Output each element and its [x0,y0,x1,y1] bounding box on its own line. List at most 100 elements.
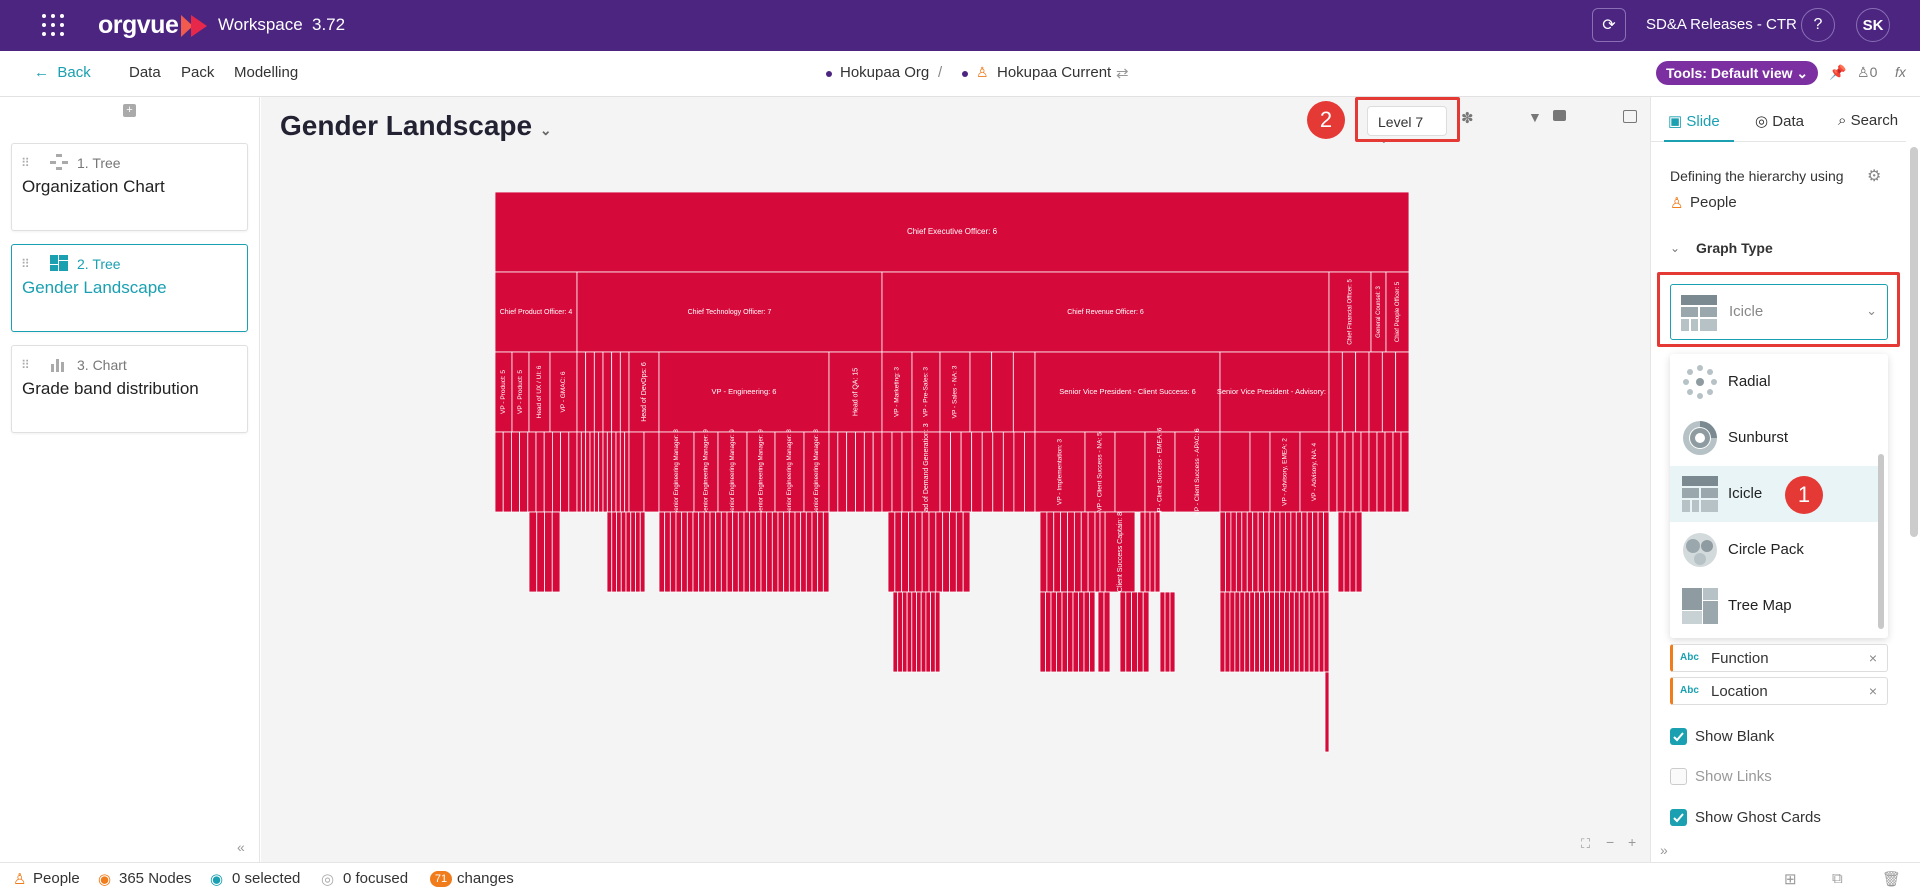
icicle-leaf[interactable] [528,511,538,593]
dropdown-scrollbar[interactable] [1878,454,1884,629]
icicle-leaf[interactable] [1002,431,1015,513]
icicle-leaf[interactable] [1274,511,1281,593]
nav-pack[interactable]: Pack [181,64,215,81]
icicle-leaf[interactable] [1013,431,1025,513]
chip-location[interactable]: Abc Location × [1670,677,1888,705]
formula-icon[interactable]: fx [1895,64,1906,80]
icicle-leaf[interactable] [1288,591,1295,673]
icicle-leaf[interactable] [1239,591,1246,673]
icicle-leaf[interactable] [720,511,728,593]
icicle-leaf[interactable] [585,351,595,433]
icicle-leaf[interactable] [1349,511,1357,593]
icicle-level3[interactable] [939,351,971,433]
drag-handle-icon[interactable]: ⠿ [21,358,30,372]
icicle-leaf[interactable] [619,351,630,433]
icicle-leaf[interactable] [1318,591,1325,673]
icicle-leaf[interactable] [1343,511,1351,593]
page-title[interactable]: Gender Landscape ⌄ [280,110,552,142]
icicle-leaf[interactable] [1142,591,1150,673]
icicle-leaf[interactable] [1072,591,1079,673]
icicle-leaf[interactable] [1308,591,1315,673]
icicle-leaf[interactable] [1137,591,1144,673]
icicle-leaf[interactable] [606,431,613,513]
icicle-leaf[interactable] [1301,511,1308,593]
close-icon[interactable]: × [1868,650,1877,666]
level-select[interactable]: Level 7 ⌄ [1367,106,1447,146]
icicle-leaf[interactable] [1046,511,1055,593]
icicle-level3[interactable] [549,351,578,433]
slide-card-grade-band[interactable]: ⠿ 3. Chart Grade band distribution [11,345,248,433]
icicle-leaf[interactable] [589,431,595,513]
icicle-leaf[interactable] [1355,511,1363,593]
icicle-leaf[interactable] [1061,591,1068,673]
icicle-leaf[interactable] [992,431,1004,513]
icicle-leaf[interactable] [934,591,941,673]
icicle-leaf[interactable] [619,431,626,513]
icicle-leaf[interactable] [800,511,807,593]
icicle-level4[interactable] [1219,431,1251,513]
sync-icon[interactable]: ⇄ [1116,65,1129,82]
icicle-leaf[interactable] [1352,431,1362,513]
icicle-leaf[interactable] [1119,591,1127,673]
icicle-leaf[interactable] [914,511,923,593]
icicle-leaf[interactable] [639,511,646,593]
icicle-leaf[interactable] [1097,591,1105,673]
icicle-leaf[interactable] [1274,591,1280,673]
slide-card-gender-landscape[interactable]: ⠿ 2. Tree Gender Landscape [11,244,248,332]
icicle-leaf[interactable] [1012,351,1036,433]
icicle-leaf[interactable] [606,511,613,593]
icicle-leaf[interactable] [616,511,622,593]
icicle-leaf[interactable] [1355,351,1370,433]
user-count-icon[interactable]: ♙0 [1857,64,1878,80]
icicle-leaf[interactable] [1053,511,1062,593]
fit-screen-icon[interactable]: ⛶ [1581,836,1591,851]
icicle-leaf[interactable] [788,511,796,593]
slide-card-organization-chart[interactable]: ⠿ 1. Tree Organization Chart [11,143,248,231]
icicle-leaf[interactable] [1341,351,1357,433]
icicle-leaf[interactable] [1284,591,1290,673]
icicle-leaf[interactable] [1376,431,1386,513]
icicle-leaf[interactable] [1328,431,1338,513]
icicle-leaf[interactable] [1344,431,1354,513]
icicle-leaf[interactable] [1039,511,1048,593]
layers-icon[interactable] [1553,110,1566,121]
icicle-leaf[interactable] [935,511,944,593]
icicle-level2[interactable] [881,271,1330,353]
icicle-leaf[interactable] [1269,591,1275,673]
icicle-leaf[interactable] [1131,591,1138,673]
release-name[interactable]: SD&A Releases - CTR [1646,16,1797,33]
icicle-leaf[interactable] [611,511,617,593]
icicle-leaf[interactable] [1139,511,1146,593]
icicle-level4[interactable] [803,431,830,513]
icicle-leaf[interactable] [535,431,545,513]
icicle-leaf[interactable] [576,431,582,513]
icicle-leaf[interactable] [1264,591,1270,673]
breadcrumb-org[interactable]: Hokupaa Org [840,64,930,81]
icicle-leaf[interactable] [1094,511,1101,593]
icicle-leaf[interactable] [602,351,613,433]
icicle-leaf[interactable] [817,511,824,593]
icicle-leaf[interactable] [981,431,994,513]
icicle-level4[interactable] [1249,431,1271,513]
icicle-leaf[interactable] [805,511,813,593]
icicle-leaf[interactable] [971,431,983,513]
icicle-leaf[interactable] [908,511,916,593]
app-grid-icon[interactable] [42,14,64,36]
icicle-leaf[interactable] [1303,591,1310,673]
icicle-leaf[interactable] [1144,511,1151,593]
refresh-icon[interactable]: ⟳ [1592,8,1626,42]
status-changes[interactable]: changes [457,870,514,887]
expand-panel-icon[interactable]: » [1660,842,1668,858]
icicle-leaf[interactable] [1039,591,1046,673]
avatar[interactable]: SK [1856,8,1890,42]
icicle-leaf[interactable] [1252,511,1259,593]
tab-slide[interactable]: ▣ Slide [1668,112,1720,130]
icicle-leaf[interactable] [754,511,762,593]
icicle-leaf[interactable] [1234,591,1241,673]
icicle-leaf[interactable] [863,431,874,513]
icicle-leaf[interactable] [620,511,627,593]
icicle-leaf[interactable] [891,431,903,513]
icicle-leaf[interactable] [921,511,930,593]
icicle-leaf[interactable] [1257,511,1265,593]
icicle-leaf[interactable] [1381,351,1397,433]
